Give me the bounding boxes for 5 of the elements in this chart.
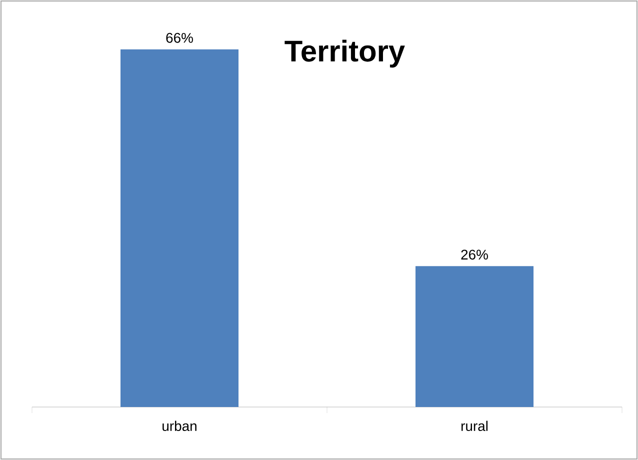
chart-title: Territory [284,40,405,68]
x-tick-label: urban [162,420,196,432]
x-tick-label: rural [461,420,488,432]
data-label: 26% [461,250,488,260]
data-label: 66% [166,32,193,43]
